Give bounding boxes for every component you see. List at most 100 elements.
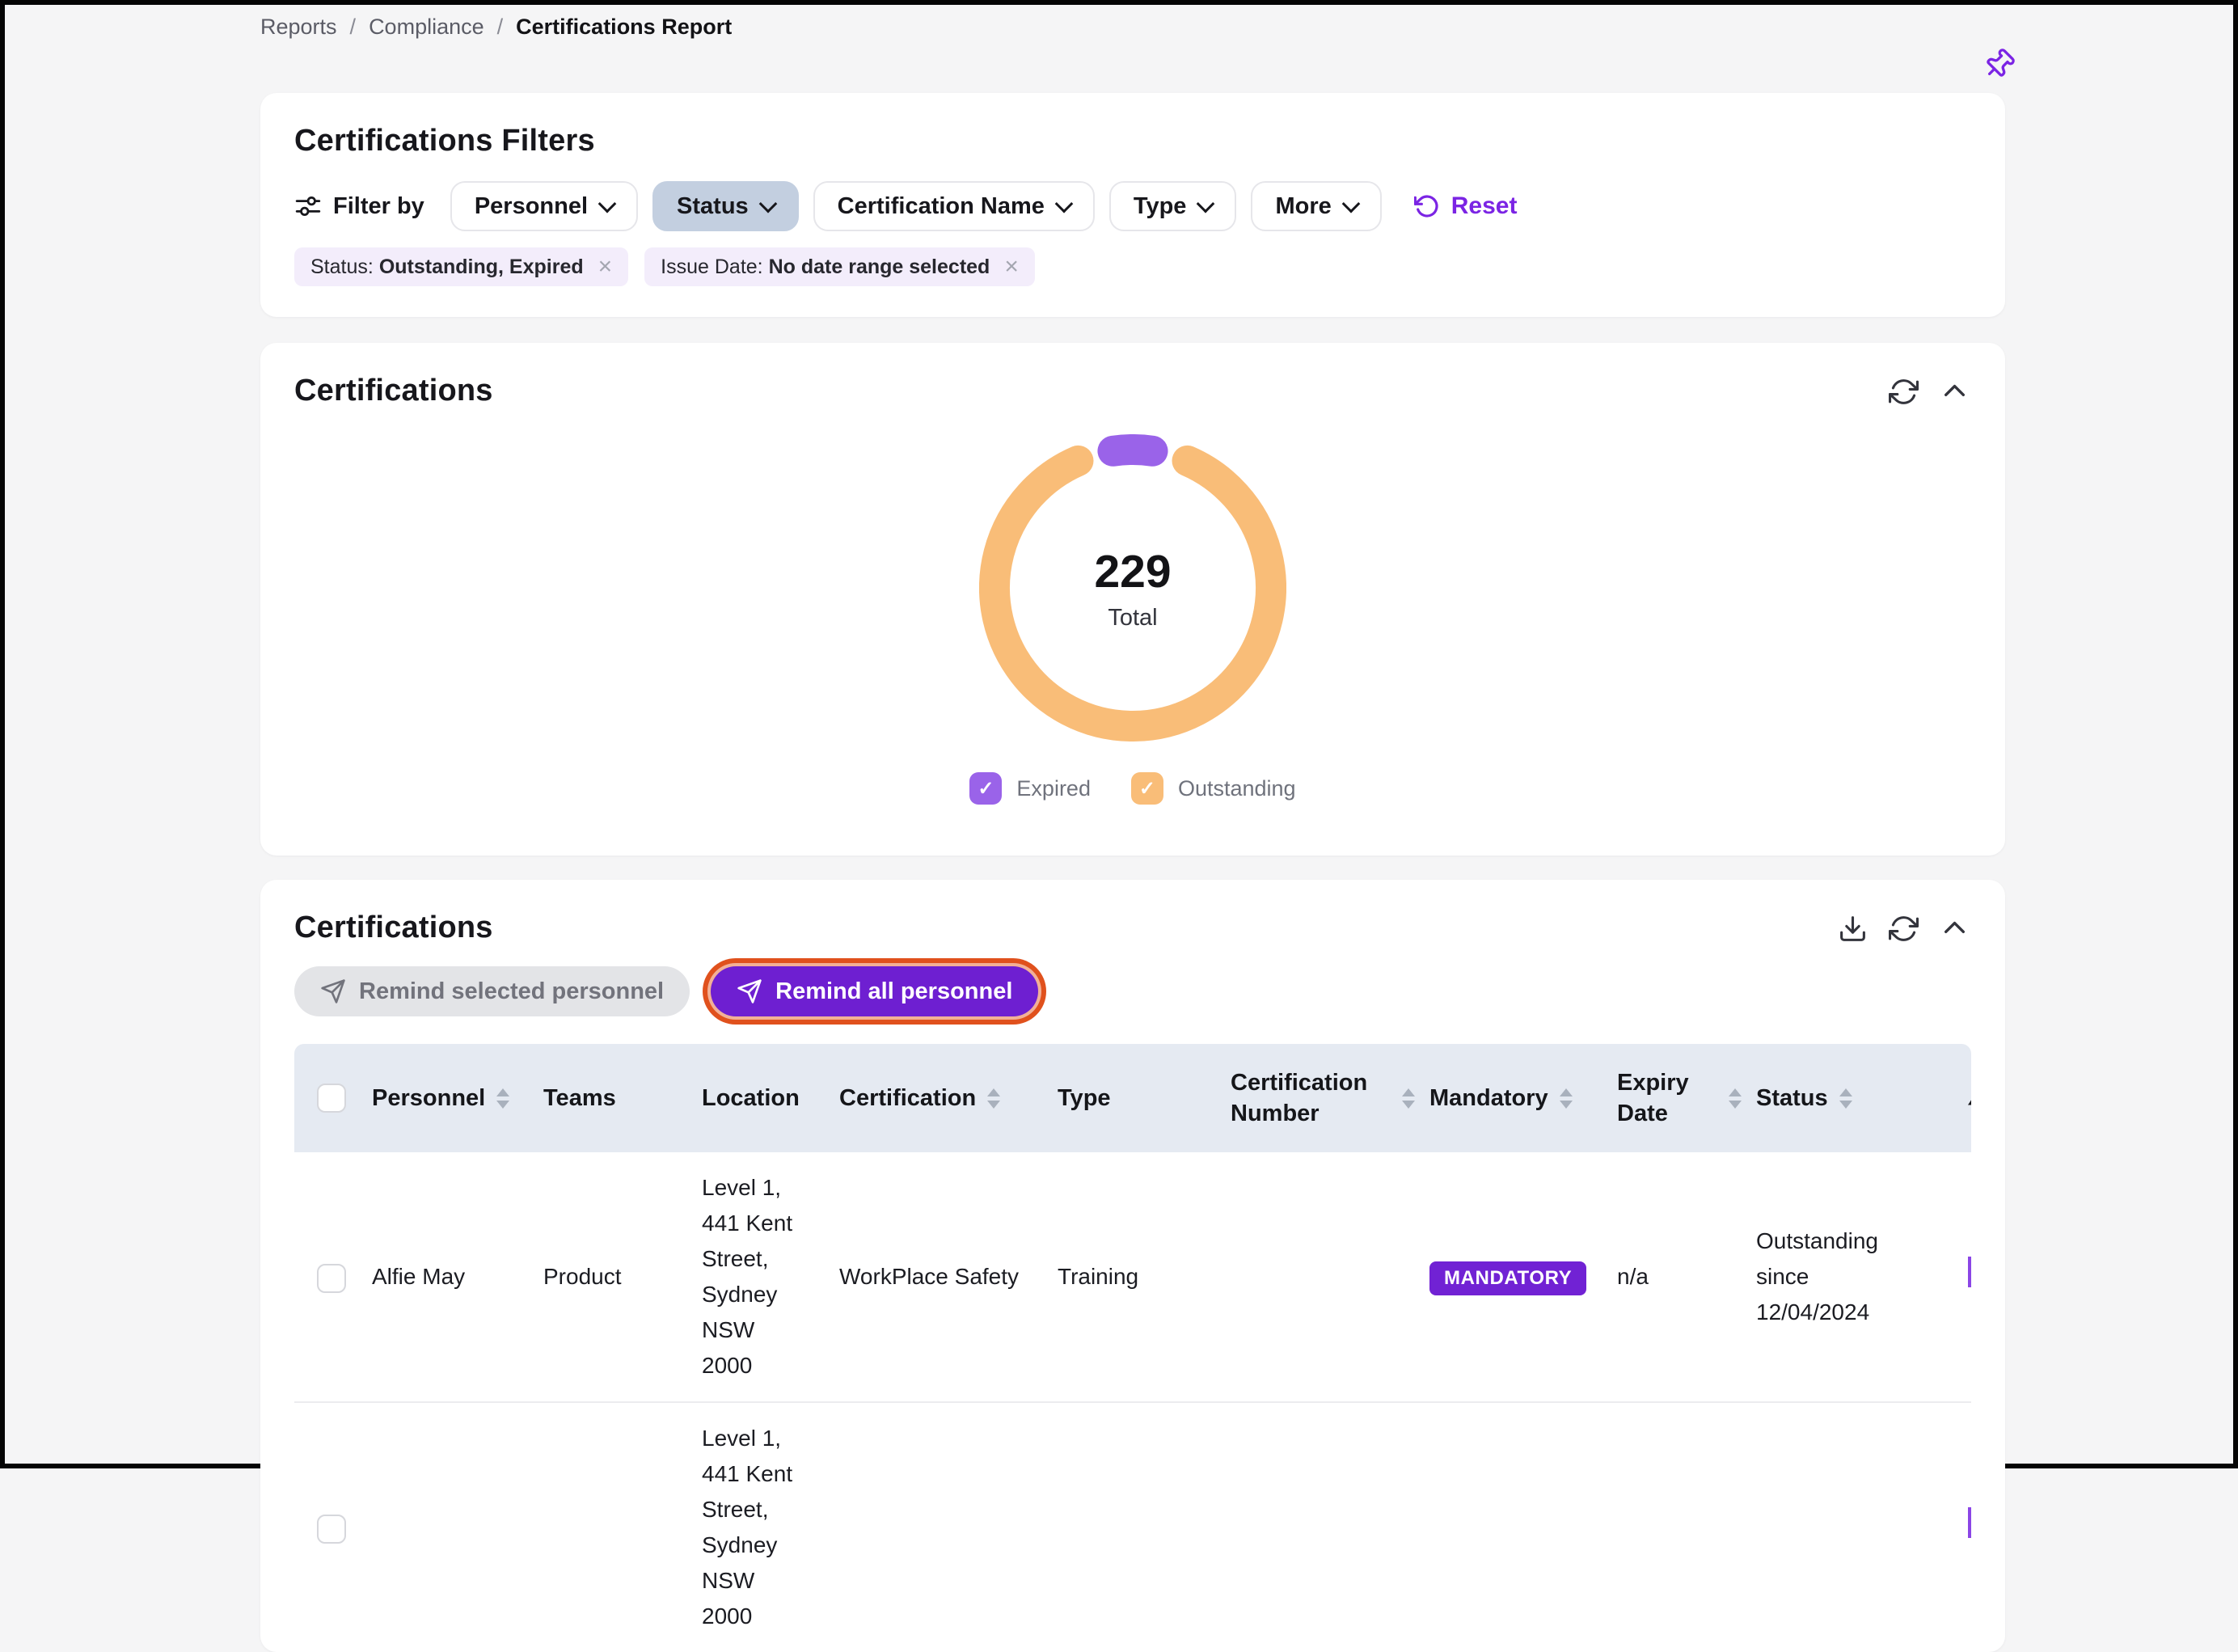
column-header-personnel[interactable]: Personnel	[372, 1044, 543, 1152]
certifications-filters-card: Certifications Filters Filter by Personn…	[260, 93, 2005, 317]
sort-icon[interactable]	[987, 1088, 1001, 1109]
filters-card-title: Certifications Filters	[294, 124, 595, 158]
send-icon	[737, 979, 762, 1003]
collapse-icon[interactable]	[1940, 377, 1970, 407]
cell-location: Level 1, 441 Kent Street, Sydney NSW 200…	[702, 1401, 839, 1652]
legend-label: Expired	[1016, 775, 1091, 801]
refresh-icon[interactable]	[1889, 377, 1919, 407]
cell-text: n/a	[1617, 1264, 1649, 1289]
chevron-down-icon	[1197, 194, 1215, 213]
column-header-location: Location	[702, 1044, 839, 1152]
table-card-title: Certifications	[294, 911, 493, 944]
sort-down-arrow	[496, 1100, 510, 1109]
reset-label: Reset	[1450, 192, 1518, 219]
breadcrumb-item-reports[interactable]: Reports	[260, 15, 337, 39]
breadcrumb-item-compliance[interactable]: Compliance	[369, 15, 484, 39]
legend-item-outstanding: ✓ Outstanding	[1130, 772, 1296, 805]
download-icon[interactable]	[1838, 914, 1868, 944]
column-header-teams: Teams	[543, 1044, 702, 1152]
legend-checkbox-expired[interactable]: ✓	[969, 772, 1003, 805]
clipped-action-link[interactable]	[1968, 1256, 1971, 1287]
cell-personnel: Alfie May	[372, 1152, 543, 1402]
cell-personnel	[372, 1401, 543, 1652]
sort-down-arrow	[1729, 1100, 1742, 1109]
sort-up-arrow	[1729, 1088, 1742, 1096]
cell-type: Training	[1058, 1152, 1231, 1402]
donut-chart: 229 Total	[979, 434, 1286, 741]
sort-icon[interactable]	[496, 1088, 510, 1109]
column-header-certification-number[interactable]: Certification Number	[1231, 1044, 1429, 1152]
filter-chip-label: Issue Date:	[661, 255, 763, 278]
remind-buttons-row: Remind selected personnel Remind all per…	[294, 966, 1971, 1016]
filter-chip-value: No date range selected	[768, 255, 990, 278]
remind-all-personnel-button[interactable]: Remind all personnel	[711, 966, 1039, 1016]
close-icon[interactable]: ×	[1004, 253, 1019, 280]
cell-select	[294, 1401, 372, 1652]
cell-certification_number	[1231, 1401, 1429, 1652]
donut-total-value: 229	[1094, 545, 1172, 598]
cell-status: Outstanding since 12/04/2024	[1756, 1152, 1936, 1402]
pin-icon[interactable]	[1983, 47, 2016, 81]
remind-all-label: Remind all personnel	[775, 978, 1013, 1004]
collapse-icon[interactable]	[1940, 914, 1970, 944]
cell-actions	[1936, 1152, 1971, 1402]
sort-icon[interactable]	[1559, 1088, 1573, 1109]
sort-up-arrow	[1402, 1088, 1415, 1096]
select-all-checkbox[interactable]	[317, 1084, 346, 1113]
sort-icon[interactable]	[1839, 1088, 1852, 1109]
filter-button-certification-name[interactable]: Certification Name	[813, 181, 1095, 231]
filter-button-label: Personnel	[474, 192, 589, 219]
cell-text: Level 1, 441 Kent Street, Sydney NSW 200…	[702, 1426, 793, 1629]
column-header-mandatory[interactable]: Mandatory	[1429, 1044, 1617, 1152]
refresh-icon[interactable]	[1889, 914, 1919, 944]
chevron-down-icon	[598, 194, 617, 213]
column-header-select	[294, 1044, 372, 1152]
cell-mandatory	[1429, 1401, 1617, 1652]
remind-selected-personnel-button[interactable]: Remind selected personnel	[294, 966, 690, 1016]
filter-button-type[interactable]: Type	[1108, 181, 1237, 231]
column-header-label: Personnel	[372, 1085, 486, 1111]
filter-by: Filter by	[294, 192, 424, 220]
sort-icon[interactable]	[1402, 1088, 1415, 1109]
filter-button-more[interactable]: More	[1251, 181, 1382, 231]
column-header-status[interactable]: Status	[1756, 1044, 1936, 1152]
cell-text: Training	[1058, 1264, 1139, 1289]
cell-type	[1058, 1401, 1231, 1652]
filter-buttons: Personnel Status Certification Name Type Mor…	[450, 181, 1382, 231]
breadcrumb: Reports / Compliance / Certifications Re…	[260, 15, 2233, 40]
donut-segment-expired	[1097, 434, 1168, 467]
row-checkbox[interactable]	[317, 1514, 346, 1544]
filter-button-status[interactable]: Status	[652, 181, 799, 231]
filter-chip-value: Outstanding, Expired	[378, 255, 584, 278]
cell-text: WorkPlace Safety	[839, 1264, 1020, 1289]
donut-rings	[979, 434, 1286, 741]
filter-button-label: Status	[677, 192, 749, 219]
column-header-label: Certification Number	[1231, 1070, 1368, 1126]
checkmark-icon: ✓	[978, 777, 994, 800]
cell-status	[1756, 1401, 1936, 1652]
sort-icon[interactable]	[1729, 1088, 1742, 1109]
cell-teams	[543, 1401, 702, 1652]
row-checkbox[interactable]	[317, 1263, 346, 1293]
table-header-row: Personnel Teams Location Certification Type C…	[294, 1044, 1971, 1152]
certifications-table-card: Certifications Remind selected personnel	[260, 880, 2005, 1652]
cell-text: Alfie May	[372, 1264, 466, 1289]
cell-text: Outstanding since 12/04/2024	[1756, 1228, 1878, 1325]
certifications-table: Personnel Teams Location Certification Type C…	[294, 1044, 1971, 1652]
close-icon[interactable]: ×	[598, 253, 613, 280]
column-header-label: Location	[702, 1085, 800, 1111]
cell-location: Level 1, 441 Kent Street, Sydney NSW 200…	[702, 1152, 839, 1402]
legend-checkbox-outstanding[interactable]: ✓	[1130, 772, 1163, 805]
sort-down-arrow	[987, 1100, 1001, 1109]
column-header-certification[interactable]: Certification	[839, 1044, 1058, 1152]
clipped-action-link[interactable]	[1968, 1506, 1971, 1538]
chart-legend: ✓ Expired ✓ Outstanding	[294, 772, 1971, 805]
cell-certification: WorkPlace Safety	[839, 1152, 1058, 1402]
sort-down-arrow	[1402, 1100, 1415, 1109]
reset-button[interactable]: Reset	[1409, 192, 1522, 221]
table-row: Level 1, 441 Kent Street, Sydney NSW 200…	[294, 1401, 1971, 1652]
column-header-expiry-date[interactable]: Expiry Date	[1617, 1044, 1756, 1152]
column-header-label: Teams	[543, 1085, 616, 1111]
filter-chips: Status: Outstanding, Expired × Issue Date:…	[294, 247, 1971, 286]
filter-button-personnel[interactable]: Personnel	[450, 181, 639, 231]
